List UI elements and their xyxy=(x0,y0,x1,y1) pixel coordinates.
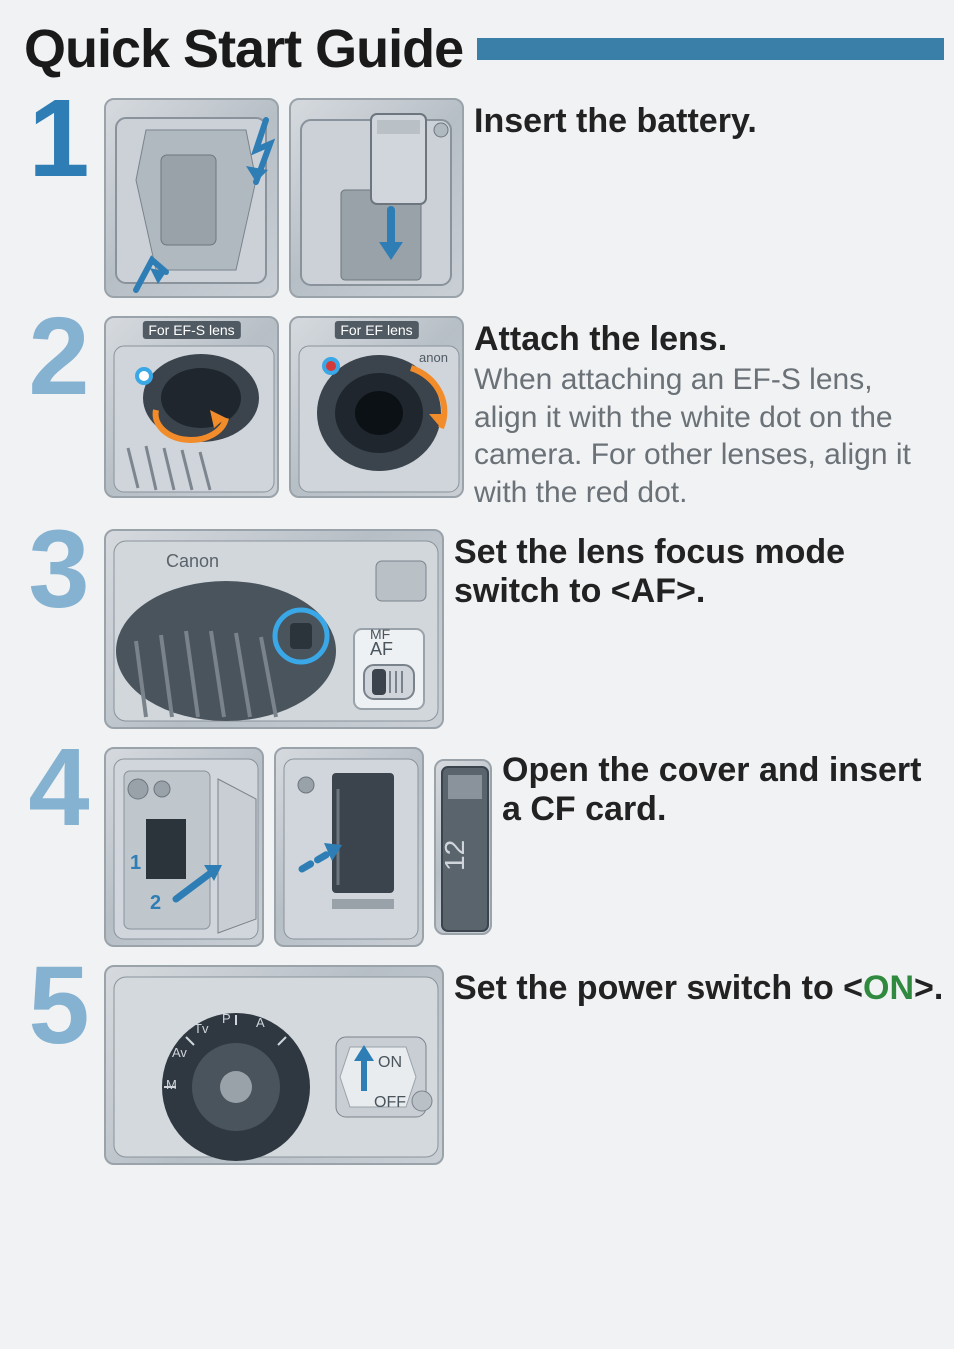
illustration-cf-cover: 1 2 xyxy=(104,747,264,947)
caption-ef: For EF lens xyxy=(334,321,418,339)
step-2: 2 For EF-S lens xyxy=(24,316,944,511)
step-4-illustrations: 1 2 12 xyxy=(104,747,492,947)
illustration-battery-insert xyxy=(289,98,464,298)
step-4-title: Open the cover and insert a CF card. xyxy=(502,751,944,829)
illustration-lens-efs: For EF-S lens xyxy=(104,316,279,498)
step-5-illustrations: P Tv Av M A ON OFF xyxy=(104,965,444,1165)
step-2-body: When attaching an EF-S lens, align it wi… xyxy=(474,361,944,511)
illustration-cf-slot xyxy=(274,747,424,947)
svg-text:M: M xyxy=(166,1077,177,1092)
step-5: 5 P Tv Av M A xyxy=(24,965,944,1165)
step-5-title: Set the power switch to <ON>. xyxy=(454,969,944,1008)
step-2-text: Attach the lens. When attaching an EF-S … xyxy=(474,316,944,511)
step-1-text: Insert the battery. xyxy=(474,98,944,141)
step-4-text: Open the cover and insert a CF card. xyxy=(502,747,944,829)
svg-text:P: P xyxy=(222,1011,231,1026)
step-1-title: Insert the battery. xyxy=(474,102,944,141)
illustration-power-switch: P Tv Av M A ON OFF xyxy=(104,965,444,1165)
step-5-text: Set the power switch to <ON>. xyxy=(454,965,944,1008)
svg-text:MF: MF xyxy=(370,626,390,642)
step-1-illustrations xyxy=(104,98,464,298)
step-4: 4 1 2 xyxy=(24,747,944,947)
svg-text:A: A xyxy=(256,1015,265,1030)
step-3-text: Set the lens focus mode switch to <AF>. xyxy=(454,529,944,611)
svg-text:1: 1 xyxy=(130,852,141,874)
step-2-illustrations: For EF-S lens xyxy=(104,316,464,498)
svg-text:2: 2 xyxy=(150,892,161,914)
title-accent-bar xyxy=(477,38,944,60)
svg-text:Av: Av xyxy=(172,1045,187,1060)
svg-text:anon: anon xyxy=(419,350,448,365)
title-row: Quick Start Guide xyxy=(24,18,944,80)
step-number-2: 2 xyxy=(24,310,94,404)
steps-list: 1 xyxy=(24,98,944,1165)
step-3: 3 Canon xyxy=(24,529,944,729)
illustration-af-switch: Canon AF MF xyxy=(104,529,444,729)
illustration-lens-ef: For EF lens anon xyxy=(289,316,464,498)
step-number-5: 5 xyxy=(24,959,94,1053)
svg-text:AF: AF xyxy=(370,639,393,659)
svg-text:Tv: Tv xyxy=(194,1021,209,1036)
illustration-cf-card: 12 xyxy=(434,759,492,935)
svg-text:Canon: Canon xyxy=(166,551,219,571)
step-1: 1 xyxy=(24,98,944,298)
step-3-title: Set the lens focus mode switch to <AF>. xyxy=(454,533,944,611)
step-number-1: 1 xyxy=(24,92,94,186)
svg-text:OFF: OFF xyxy=(374,1094,406,1111)
page-title: Quick Start Guide xyxy=(24,18,463,80)
svg-text:12: 12 xyxy=(439,840,470,871)
illustration-battery-compartment xyxy=(104,98,279,298)
caption-efs: For EF-S lens xyxy=(142,321,240,339)
step-2-title: Attach the lens. xyxy=(474,320,944,359)
step-3-illustrations: Canon AF MF xyxy=(104,529,444,729)
svg-text:ON: ON xyxy=(378,1054,402,1071)
on-label: ON xyxy=(863,969,914,1007)
step-number-3: 3 xyxy=(24,523,94,617)
step-number-4: 4 xyxy=(24,741,94,835)
